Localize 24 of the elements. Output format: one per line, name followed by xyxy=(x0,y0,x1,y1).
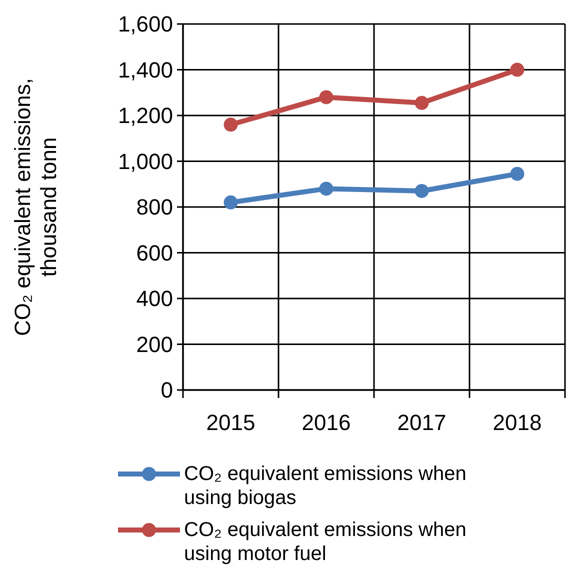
legend-label: CO₂ equivalent emissions when using biogas xyxy=(184,463,466,509)
point xyxy=(510,62,524,77)
x-tick-label: 2017 xyxy=(397,410,446,435)
y-tick-label: 1,600 xyxy=(118,12,173,37)
x-tick-label: 2015 xyxy=(206,410,256,435)
point xyxy=(224,195,238,210)
point xyxy=(510,166,524,181)
y-tick-label: 600 xyxy=(136,240,173,266)
x-tick-label: 2016 xyxy=(302,410,351,435)
legend-label: CO₂ equivalent emissions when using motor fuel xyxy=(184,519,466,565)
point xyxy=(414,96,429,110)
y-axis-title: CO₂ equivalent emissions, thousand tonn xyxy=(10,78,61,336)
y-tick-label: 1,000 xyxy=(118,148,173,174)
y-tick-label: 400 xyxy=(136,286,173,312)
point xyxy=(224,118,238,132)
point xyxy=(414,184,429,198)
y-tick-label: 1,200 xyxy=(118,103,173,128)
y-tick-label: 200 xyxy=(136,332,173,357)
point xyxy=(319,90,334,104)
y-tick-label: 1,400 xyxy=(118,57,173,82)
point xyxy=(319,182,334,196)
x-tick-label: 2018 xyxy=(492,410,542,435)
y-tick-label: 0 xyxy=(160,378,173,403)
y-tick-label: 800 xyxy=(136,194,173,220)
